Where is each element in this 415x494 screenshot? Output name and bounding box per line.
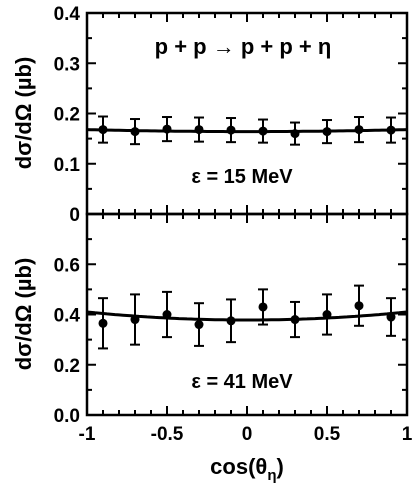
data-point [258,126,268,136]
data-point [162,310,172,319]
x-tick-label: -1 [79,424,96,445]
data-point [194,320,204,330]
x-tick-label: 0.5 [314,424,341,445]
reaction-label: p + p → p + p + η [155,34,332,59]
x-axis-title: cos(θη) [210,454,284,484]
top-energy-label: ε = 15 MeV [191,166,293,188]
data-point [130,127,140,137]
data-point [98,125,108,135]
ticks [86,12,408,416]
bottom-y-axis-title: dσ/dΩ (µb) [11,258,36,371]
bottom-energy-label: ε = 41 MeV [191,371,293,393]
x-tick-label: 1 [402,424,413,445]
data-point [290,129,300,139]
y-tick-label: 0.1 [54,155,81,176]
y-tick-label: 0.6 [54,255,80,276]
data-points [98,115,396,350]
fit-curves [86,128,408,322]
y-tick-label: 0.2 [54,105,80,126]
y-tick-label: 0.2 [54,356,80,377]
data-point [354,125,364,135]
y-tick-label: 0 [69,205,80,226]
x-tick-label: 0 [242,424,253,445]
data-point [130,315,140,325]
data-point [386,312,396,322]
y-tick-label: 0.0 [54,406,80,427]
data-point [290,315,300,325]
data-point [162,124,172,134]
data-point [226,316,236,326]
data-point [354,301,364,311]
fit-curve [86,310,408,322]
y-tick-label: 0.4 [54,306,81,327]
data-point [194,125,204,135]
data-point [322,127,332,137]
top-y-axis-title: dσ/dΩ (µb) [11,57,36,170]
y-tick-label: 0.3 [54,54,80,75]
x-tick-label: -0.5 [151,424,184,445]
fit-curve [86,128,408,134]
data-point [258,302,268,312]
data-point [386,125,396,135]
data-point [226,125,236,135]
tick-labels: 0 0.1 0.2 0.3 0.4 0.0 0.2 0.4 0.6 -1 -0.5 0 0.5 1 [54,4,413,445]
data-point [98,318,108,328]
y-tick-label: 0.4 [54,4,81,25]
data-point [322,310,332,319]
